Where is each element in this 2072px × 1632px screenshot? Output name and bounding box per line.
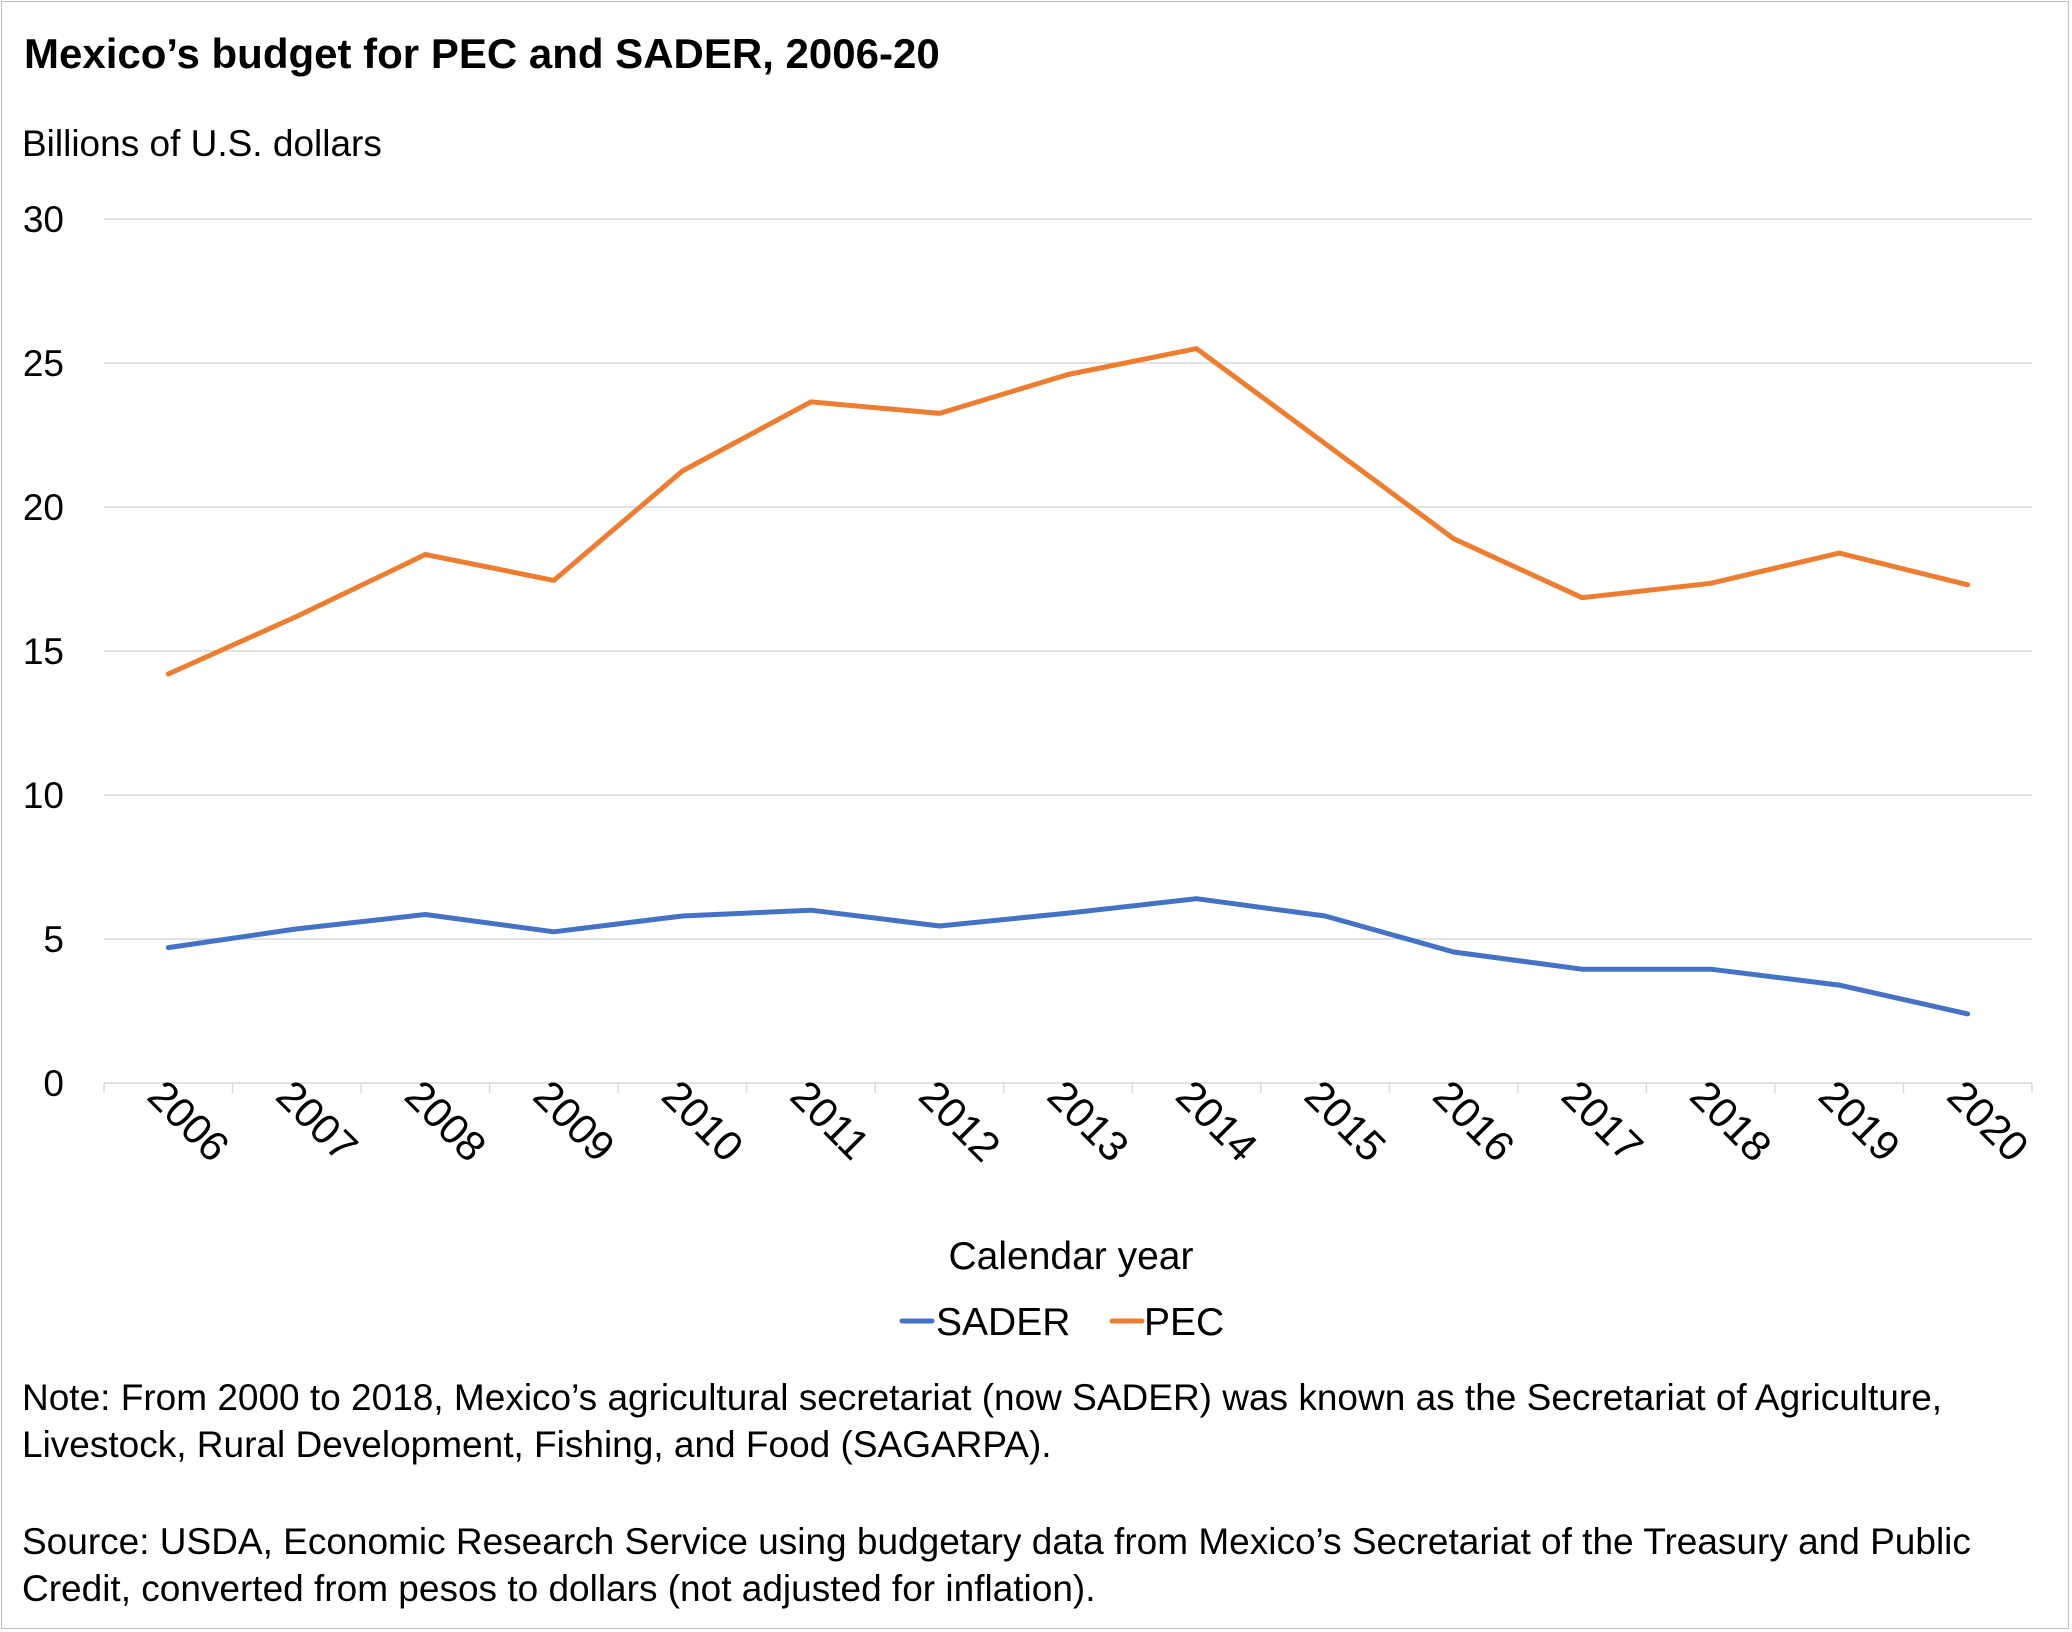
y-axis-label: Billions of U.S. dollars	[22, 123, 382, 164]
y-tick-label: 0	[43, 1063, 64, 1104]
x-axis-title: Calendar year	[949, 1235, 1194, 1278]
x-tick-label: 2012	[910, 1071, 1009, 1170]
series-line-pec	[165, 346, 1971, 677]
y-tick-label: 10	[23, 775, 64, 816]
series-line-sader	[165, 896, 1971, 1017]
x-tick-label: 2013	[1039, 1071, 1138, 1170]
legend-label-sader: SADER	[936, 1301, 1070, 1344]
y-tick-label: 25	[23, 343, 64, 384]
legend-label-pec: PEC	[1144, 1301, 1224, 1344]
x-tick-label: 2019	[1810, 1071, 1909, 1170]
y-tick-label: 20	[23, 487, 64, 528]
chart-title: Mexico’s budget for PEC and SADER, 2006-…	[24, 30, 940, 77]
x-tick-label: 2009	[525, 1071, 624, 1170]
y-tick-label: 30	[23, 199, 64, 240]
line-chart: 0 5 10 15 20 25 30 2006 2007 2008 2009 2010 2011 2012…	[23, 199, 2038, 1344]
x-tick-label: 2008	[396, 1071, 495, 1170]
x-tick-label: 2018	[1681, 1071, 1780, 1170]
chart-note: Note: From 2000 to 2018, Mexico’s agricu…	[22, 1377, 1943, 1465]
chart-source: Source: USDA, Economic Research Service …	[22, 1521, 1971, 1609]
x-tick-label: 2017	[1553, 1071, 1652, 1170]
x-tick-label: 2011	[782, 1071, 879, 1168]
x-tick-label: 2015	[1296, 1071, 1395, 1170]
x-tick-label: 2007	[268, 1071, 367, 1170]
x-tick-label: 2014	[1167, 1071, 1266, 1170]
x-tick-label: 2016	[1424, 1071, 1523, 1170]
y-tick-label: 15	[23, 631, 64, 672]
x-tick-label: 2006	[139, 1071, 238, 1170]
x-tick-label: 2010	[653, 1071, 752, 1170]
x-tick-label: 2020	[1938, 1071, 2037, 1170]
y-tick-label: 5	[43, 919, 64, 960]
